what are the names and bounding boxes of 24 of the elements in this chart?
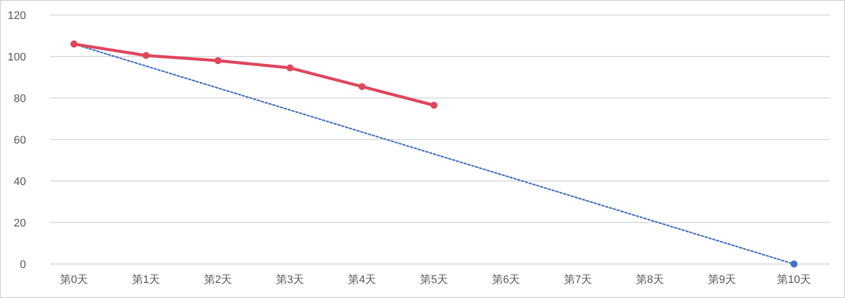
- y-tick-label: 0: [20, 258, 26, 271]
- point: [286, 64, 294, 72]
- point: [358, 83, 366, 90]
- point: [430, 102, 438, 109]
- x-tick-label: 第9天: [708, 274, 736, 286]
- x-tick-label: 第1天: [132, 274, 160, 286]
- y-tick-label: 20: [14, 217, 26, 230]
- y-tick-label: 80: [14, 92, 26, 105]
- x-tick-label: 第6天: [492, 274, 520, 286]
- y-tick-label: 100: [8, 51, 26, 64]
- x-tick-label: 第2天: [204, 274, 232, 286]
- x-tick-label: 第5天: [420, 274, 448, 286]
- x-tick-label: 第3天: [276, 274, 304, 286]
- point: [790, 260, 798, 268]
- y-tick-label: 60: [14, 134, 26, 146]
- x-tick-label: 第10天: [776, 274, 812, 286]
- x-tick-label: 第8天: [636, 274, 664, 286]
- x-tick-label: 第4天: [348, 274, 376, 286]
- point: [142, 52, 150, 59]
- point: [214, 57, 222, 64]
- y-tick-label: 120: [8, 10, 26, 22]
- y-tick-label: 40: [14, 176, 26, 188]
- x-tick-label: 第7天: [564, 274, 592, 286]
- x-tick-label: 第0天: [60, 274, 88, 286]
